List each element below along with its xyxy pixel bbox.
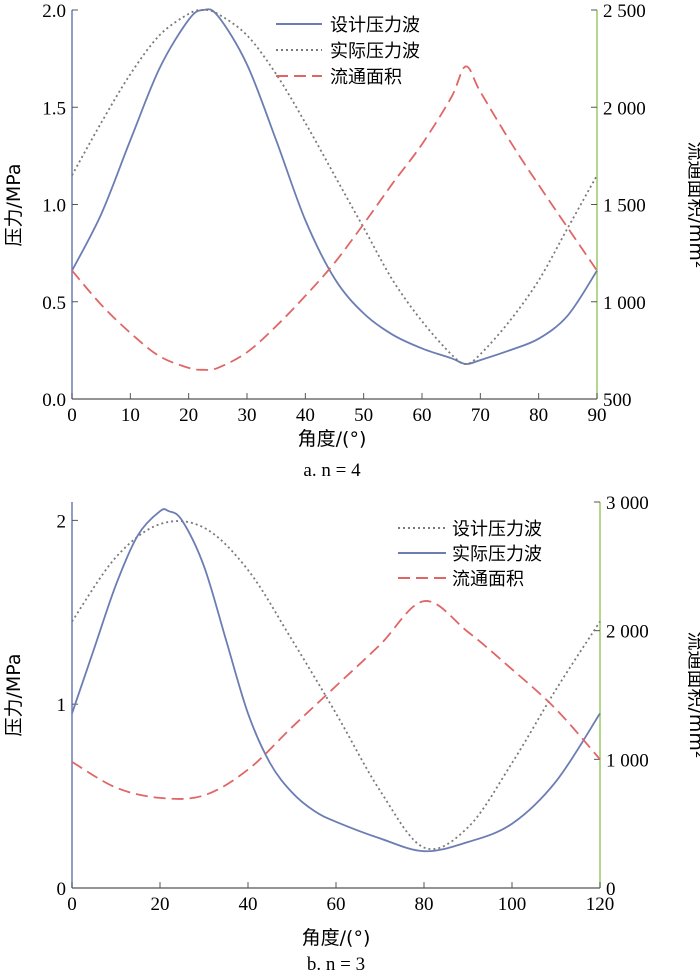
y-right-tick-label: 1 000	[603, 293, 646, 314]
y-right-label-b: 流通面积/mm²	[685, 631, 700, 758]
y-right-label-a: 流通面积/mm²	[685, 141, 700, 268]
x-tick-label: 80	[529, 405, 548, 426]
x-tick-label: 120	[586, 894, 615, 915]
y-right-tick-label: 2 000	[606, 622, 649, 643]
legend-label-b-1: 设计压力波	[452, 519, 542, 540]
y-right-tick-label: 1 000	[606, 750, 649, 771]
x-label-a: 角度/(°)	[298, 428, 367, 450]
y-left-tick-label: 2	[57, 511, 67, 532]
legend-label-a-3: 流通面积	[330, 67, 402, 88]
x-ticks-b: 0 20 40 60 80 100 120	[67, 882, 614, 915]
x-tick-label: 0	[67, 894, 77, 915]
x-tick-label: 50	[354, 405, 373, 426]
y-right-tick-label: 2 500	[603, 1, 646, 22]
x-tick-label: 20	[179, 405, 198, 426]
series-line-3	[71, 600, 601, 800]
y-right-tick-label: 500	[603, 390, 632, 411]
y-left-tick-label: 0.0	[42, 390, 66, 411]
series-line-2	[71, 508, 601, 853]
legend-b: 设计压力波 实际压力波 流通面积	[398, 519, 542, 590]
x-tick-label: 70	[471, 405, 490, 426]
y-left-tick-label: 0.5	[42, 293, 66, 314]
legend-label-b-3: 流通面积	[452, 569, 524, 590]
y-right-tick-label: 2 000	[603, 98, 646, 119]
y-left-ticks-a: 0.0 0.5 1.0 1.5 2.0	[42, 1, 78, 411]
legend-label-b-2: 实际压力波	[452, 544, 542, 565]
series-line-3	[71, 65, 598, 371]
x-label-b: 角度/(°)	[302, 927, 371, 949]
y-right-ticks-a: 500 1 000 1 500 2 000 2 500	[591, 1, 646, 411]
y-left-label-b: 压力/MPa	[3, 653, 25, 736]
chart-b: 0 20 40 60 80 100 120 0 1 2 0 1 000 2 000 3 000 设计压…	[3, 493, 700, 975]
series-line-1	[71, 8, 598, 365]
x-tick-label: 90	[588, 405, 607, 426]
legend-label-a-2: 实际压力波	[330, 41, 420, 62]
x-tick-label: 100	[498, 894, 527, 915]
y-left-tick-label: 1.0	[42, 196, 66, 217]
y-left-tick-label: 1.5	[42, 98, 66, 119]
y-right-ticks-b: 0 1 000 2 000 3 000	[594, 493, 649, 900]
caption-a: a. n = 4	[303, 460, 361, 481]
y-right-tick-label: 0	[606, 879, 616, 900]
series-lines-a	[71, 8, 598, 371]
y-left-tick-label: 2.0	[42, 1, 66, 22]
x-tick-label: 60	[327, 894, 346, 915]
series-line-1	[71, 520, 601, 850]
x-ticks-a: 0 10 20 30 40 50 60 70 80 90	[67, 393, 607, 426]
legend-label-a-1: 设计压力波	[330, 15, 420, 36]
y-left-tick-label: 0	[57, 879, 67, 900]
legend-a: 设计压力波 实际压力波 流通面积	[276, 15, 420, 88]
x-tick-label: 0	[67, 405, 77, 426]
x-tick-label: 10	[121, 405, 140, 426]
series-line-2	[71, 9, 598, 365]
x-tick-label: 80	[415, 894, 434, 915]
series-lines-b	[71, 508, 601, 853]
caption-b: b. n = 3	[307, 954, 365, 975]
x-tick-label: 20	[151, 894, 170, 915]
y-left-label-a: 压力/MPa	[3, 163, 25, 246]
y-left-tick-label: 1	[57, 695, 67, 716]
x-tick-label: 40	[239, 894, 258, 915]
x-tick-label: 30	[238, 405, 257, 426]
y-right-tick-label: 1 500	[603, 196, 646, 217]
chart-a: 0 10 20 30 40 50 60 70 80 90 0.0 0.5 1.0 1.5 2.0 500 1…	[3, 1, 700, 481]
x-tick-label: 60	[413, 405, 432, 426]
x-tick-label: 40	[296, 405, 315, 426]
y-right-tick-label: 3 000	[606, 493, 649, 514]
